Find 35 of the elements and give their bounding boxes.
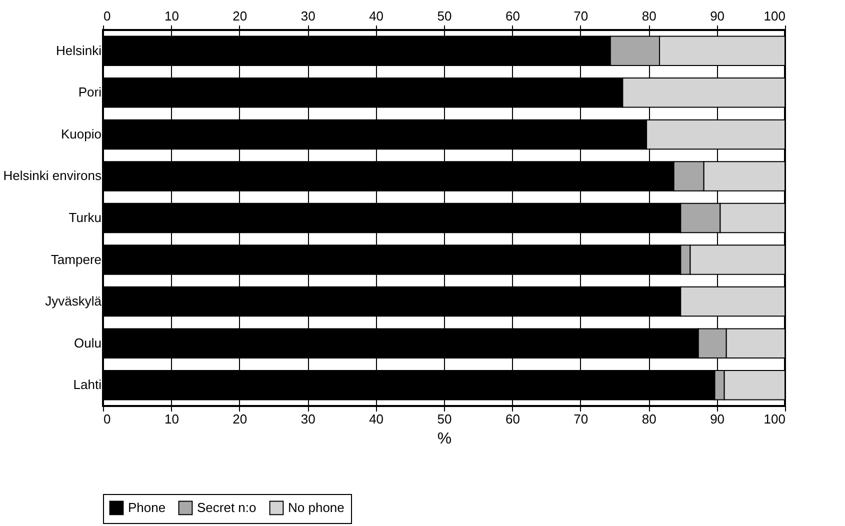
x-axis-title: % [437,430,452,448]
x-tick-label: 10 [164,412,179,426]
x2-tick-label: 0 [104,8,111,24]
x-tick-label: 20 [232,412,248,426]
y-tick-label: Lahti [73,377,102,392]
x-tick-label: 50 [437,412,452,426]
x-tick-label: 90 [710,412,725,426]
x2-tick-label: 40 [369,8,384,24]
x2-tick-label: 80 [642,8,656,24]
y-tick-label: Kuopio [61,126,102,142]
x-tick-label: 70 [574,412,588,426]
y-tick-label: Turku [68,210,102,225]
x2-tick-label: 30 [300,8,316,24]
x-tick-label: 80 [642,412,656,426]
y-tick-label: Tampere [50,252,102,267]
legend-label: Secret n:o [197,500,256,515]
x-tick-label: 30 [300,412,316,426]
x-tick-label: 100 [764,412,786,426]
legend-label: Phone [128,500,166,515]
x2-tick-label: 100 [764,8,786,24]
x-tick-label: 0 [104,412,111,426]
x2-tick-label: 20 [232,8,248,24]
x2-tick-label: 60 [505,8,520,24]
x2-tick-label: 50 [437,8,452,24]
x-tick-label: 40 [369,412,384,426]
y-tick-label: Oulu [74,335,102,350]
x2-tick-label: 90 [710,8,725,24]
y-tick-label: Jyväskylä [45,294,102,309]
y-tick-label: Helsinki environs [3,168,102,184]
y-tick-label: Helsinki [56,42,102,58]
x2-tick-label: 70 [574,8,588,24]
y-tick-label: Pori [78,84,102,100]
x-tick-label: 60 [505,412,520,426]
legend-label: No phone [288,500,344,515]
x2-tick-label: 10 [164,8,179,24]
